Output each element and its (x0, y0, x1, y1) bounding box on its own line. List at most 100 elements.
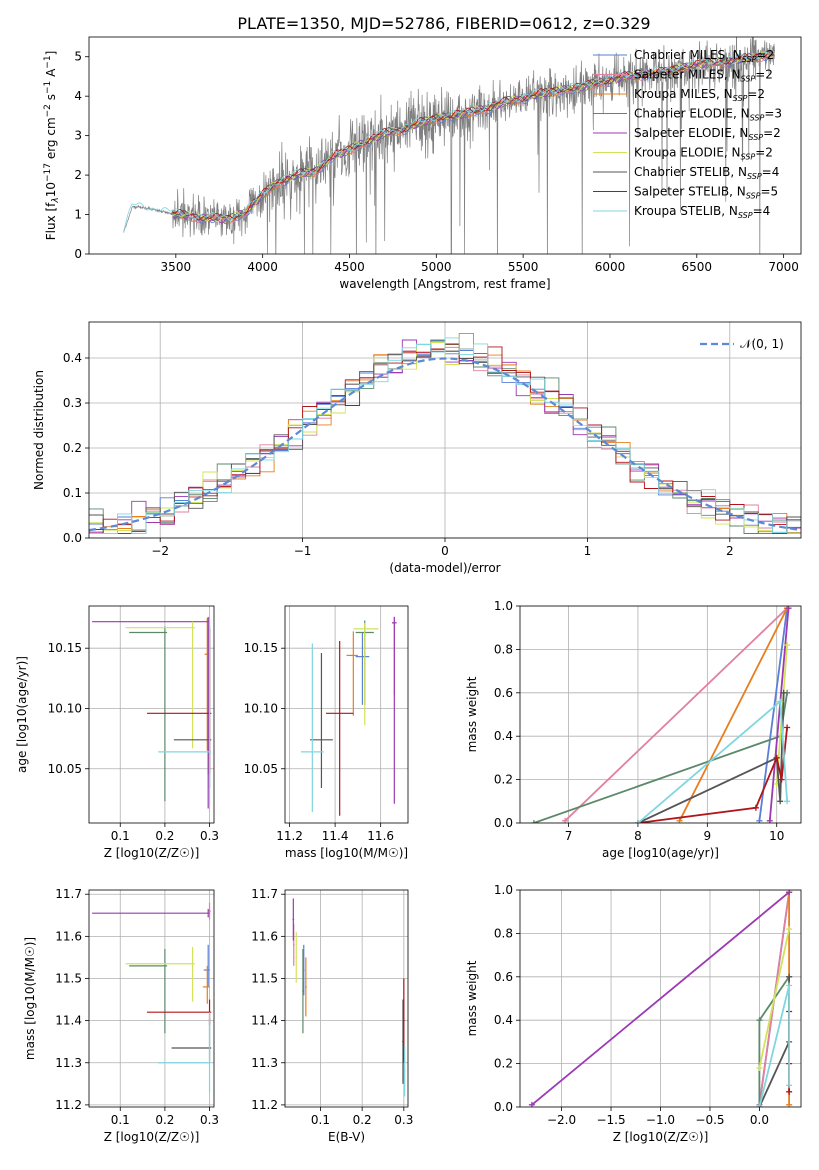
x-tick-label: 9 (704, 829, 712, 843)
x-tick-label: 0.1 (111, 1113, 130, 1127)
weight-marker-8 (634, 820, 641, 823)
y-tick-label: 11.3 (55, 1056, 82, 1070)
y-axis-label-part: ] (44, 51, 58, 56)
weight-marker-6 (786, 973, 793, 980)
legend-label-name: Chabrier STELIB, N (634, 165, 747, 179)
y-axis-label-part: s (44, 94, 58, 104)
y-tick-label: 1.0 (494, 883, 513, 897)
legend-label-7: Salpeter STELIB, NSSP=5 (634, 185, 778, 201)
y-tick-label: 0.6 (494, 970, 513, 984)
y-tick-label: 0.8 (494, 926, 513, 940)
legend-label-value: =4 (753, 204, 771, 218)
y-tick-label: 5 (74, 50, 82, 64)
y-axis-label-part: A (44, 68, 58, 81)
x-tick-label: 0.1 (111, 829, 130, 843)
x-tick-label: 2 (726, 544, 734, 558)
x-tick-label: 7 (565, 829, 573, 843)
x-tick-label: 0 (441, 544, 449, 558)
figure-title: PLATE=1350, MJD=52786, FIBERID=0612, z=0… (237, 14, 650, 33)
y-tick-label: 11.4 (55, 1014, 82, 1028)
panel-weight_vs_Z: −2.0 −1.5 −1.0 −0.5 0.0 0.0 0.2 0.4 0.6 0.8 1.0 Z [… (465, 883, 802, 1144)
legend-label-value: =2 (747, 87, 765, 101)
x-tick-label: 1 (584, 544, 592, 558)
y-tick-label: 11.3 (251, 1056, 278, 1070)
model-spectrum-2 (172, 51, 775, 225)
legend-label-sub: SSP (746, 192, 761, 201)
y-tick-label: 10.15 (48, 641, 82, 655)
legend-label-8: Kroupa STELIB, NSSP=4 (634, 204, 770, 220)
y-axis-label-part: −1 (43, 55, 53, 68)
y-tick-label: 3 (74, 129, 82, 143)
x-tick-label: 4500 (334, 260, 365, 274)
panel-weight_vs_age: 7 8 9 10 0.0 0.2 0.4 0.6 0.8 1.0 age [log10(age/yr… (465, 599, 802, 860)
y-tick-label: 10.10 (244, 701, 278, 715)
x-tick-label: −1.5 (596, 1113, 625, 1127)
y-tick-label: 11.5 (55, 971, 82, 985)
legend-label-normal: 𝒩(0, 1) (740, 337, 784, 351)
y-tick-label: 4 (74, 89, 82, 103)
x-tick-label: 0.2 (155, 829, 174, 843)
legend-label-value: =4 (762, 165, 780, 179)
y-tick-label: 0.4 (63, 351, 82, 365)
y-tick-label: 0.2 (494, 773, 513, 787)
weight-marker-3 (530, 820, 537, 823)
legend-label-3: Chabrier ELODIE, NSSP=3 (634, 107, 782, 123)
y-tick-label: 0.3 (63, 396, 82, 410)
legend-label-name: Salpeter ELODIE, N (634, 126, 748, 140)
plot-area (520, 890, 801, 1107)
weight-marker-5 (786, 926, 793, 933)
weight-marker-6 (777, 798, 784, 805)
y-axis-label: mass [log10(M/M☉)] (23, 937, 37, 1060)
x-axis-label: wavelength [Angstrom, rest frame] (339, 277, 550, 291)
x-tick-label: 4000 (247, 260, 278, 274)
x-axis-label: mass [log10(M/M☉)] (285, 846, 408, 860)
y-axis-label: age [log10(age/yr)] (15, 656, 29, 773)
y-tick-label: 1 (74, 208, 82, 222)
x-tick-label: 0.1 (311, 1113, 330, 1127)
x-tick-label: 0.2 (155, 1113, 174, 1127)
y-tick-label: 0.4 (494, 729, 513, 743)
legend-label-sub: SSP (750, 114, 765, 123)
y-tick-label: 0 (74, 247, 82, 261)
weight-marker-7 (786, 1088, 793, 1095)
model-spectrum-8 (123, 50, 775, 232)
plot-area (89, 890, 214, 1107)
y-tick-label: 2 (74, 168, 82, 182)
x-tick-label: 11.2 (276, 829, 303, 843)
x-tick-label: 0.3 (394, 1113, 413, 1127)
legend-label-name: Kroupa ELODIE, N (634, 146, 741, 160)
x-tick-label: 6500 (682, 260, 713, 274)
x-tick-label: 0.3 (200, 1113, 219, 1127)
y-tick-label: 11.2 (251, 1098, 278, 1112)
weight-marker-6 (780, 689, 787, 696)
y-tick-label: 10.05 (48, 762, 82, 776)
weight-marker-8 (756, 1104, 763, 1107)
y-tick-label: 0.2 (63, 441, 82, 455)
y-tick-label: 11.2 (55, 1098, 82, 1112)
legend-label-sub: SSP (741, 153, 756, 162)
y-axis-label-part: −17 (43, 163, 53, 182)
x-tick-label: 0.2 (353, 1113, 372, 1127)
y-tick-label: 0.1 (63, 486, 82, 500)
weight-marker-7 (773, 754, 780, 761)
y-tick-label: 10.10 (48, 701, 82, 715)
x-tick-label: 8 (634, 829, 642, 843)
y-axis-label-part: −1 (43, 81, 53, 94)
weight-line-5 (758, 928, 790, 1069)
y-tick-label: 0.6 (494, 686, 513, 700)
axes-frame (284, 889, 409, 1108)
x-tick-label: −2 (151, 544, 169, 558)
legend-label-name: Chabrier ELODIE, N (634, 107, 750, 121)
y-tick-label: 11.4 (251, 1014, 278, 1028)
plot-area (123, 37, 776, 254)
y-tick-label: 11.7 (251, 887, 278, 901)
x-axis-label: (data-model)/error (389, 561, 500, 575)
y-tick-label: 0.0 (494, 816, 513, 830)
legend-label-sub: SSP (741, 75, 756, 84)
y-tick-label: 0.2 (494, 1057, 513, 1071)
y-tick-label: 0.0 (63, 531, 82, 545)
weight-marker-8 (777, 698, 784, 705)
legend-label-name: Chabrier MILES, N (634, 48, 742, 62)
panel-mass_vs_Z: 0.1 0.2 0.3 11.2 11.3 11.4 11.5 11.6 11.7 Z [log1… (23, 887, 219, 1144)
legend-label-4: Salpeter ELODIE, NSSP=2 (634, 126, 781, 142)
